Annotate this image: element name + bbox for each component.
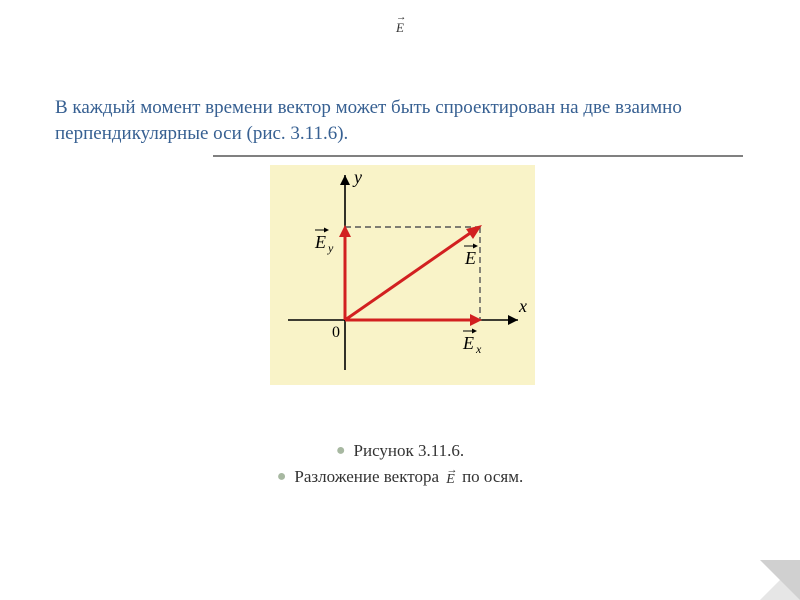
title-underline [213,155,743,157]
slide-title: В каждый момент времени вектор может быт… [55,95,745,146]
caption-vector-E: E [446,472,455,488]
label-Ex-E: E [462,333,474,353]
label-y: y [352,167,362,187]
label-Ex-sub: x [475,342,482,356]
slide: E В каждый момент времени вектор может б… [0,0,800,600]
label-E: E [464,248,476,268]
vector-E-symbol: E [396,20,404,36]
label-origin: 0 [332,324,340,341]
label-Ey-E: E [314,232,326,252]
top-vector-symbol: E [396,20,404,36]
page-corner-fold [760,560,800,600]
vector-decomposition-figure: y x 0 E E x E y [270,165,535,385]
bullet-icon: ● [277,468,287,485]
caption-line-2: ● Разложение вектора E по осям. [0,467,800,488]
figure-svg: y x 0 E E x E y [270,165,535,385]
caption-text-2b: по осям. [458,467,523,486]
caption-text-2a: Разложение вектора [294,467,443,486]
caption-text-1: Рисунок 3.11.6. [354,441,465,460]
label-x: x [518,296,527,316]
label-Ey-sub: y [327,241,334,255]
figure-bg [270,165,535,385]
caption-line-1: ● Рисунок 3.11.6. [0,441,800,461]
figure-caption: ● Рисунок 3.11.6. ● Разложение вектора E п… [0,435,800,494]
label-E-group: E [464,244,478,269]
bullet-icon: ● [336,442,346,459]
